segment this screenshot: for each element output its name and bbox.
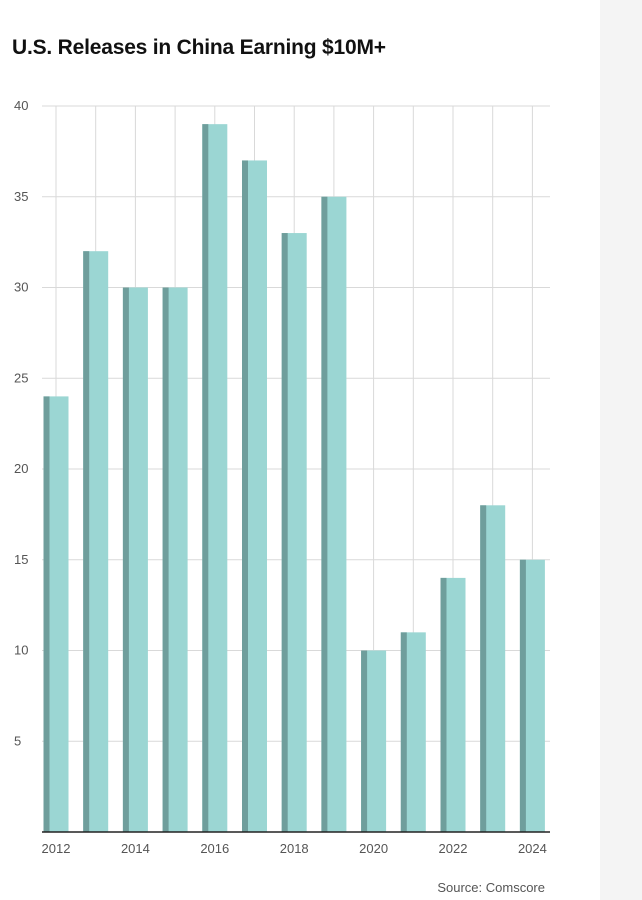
bar-2022 bbox=[440, 577, 466, 832]
bar-side bbox=[202, 124, 209, 832]
bar-2023 bbox=[480, 505, 506, 832]
bar-side bbox=[281, 233, 288, 833]
y-tick-label: 20 bbox=[14, 461, 28, 476]
x-tick-label: 2016 bbox=[200, 841, 229, 856]
bar-2015 bbox=[162, 287, 188, 832]
bar-2017 bbox=[242, 160, 267, 832]
x-tick-label: 2014 bbox=[121, 841, 150, 856]
y-tick-label: 15 bbox=[14, 552, 28, 567]
bar-2021 bbox=[400, 632, 426, 832]
chart-title: U.S. Releases in China Earning $10M+ bbox=[12, 36, 386, 59]
x-tick-label: 2018 bbox=[280, 841, 309, 856]
side-strip bbox=[600, 0, 642, 900]
source-note: Source: Comscore bbox=[437, 880, 545, 895]
y-tick-label: 5 bbox=[14, 733, 21, 748]
y-tick-label: 35 bbox=[14, 189, 28, 204]
bar-2018 bbox=[281, 233, 307, 833]
bar-side bbox=[83, 251, 90, 832]
y-tick-label: 10 bbox=[14, 643, 28, 658]
bar-2013 bbox=[83, 251, 109, 832]
bar-2024 bbox=[519, 559, 545, 832]
bar-chart: 5 10 15 20 25 30 35 40 2012 2014 2016 2018 2020 2022… bbox=[14, 98, 550, 856]
y-tick-labels: 5 10 15 20 25 30 35 40 bbox=[14, 98, 28, 748]
bar-side bbox=[162, 287, 169, 832]
bar-side bbox=[440, 577, 447, 832]
bar-side bbox=[400, 632, 407, 832]
bars-layer bbox=[43, 124, 545, 833]
bar-side bbox=[122, 287, 129, 832]
bar-side bbox=[321, 196, 328, 832]
bar-side bbox=[43, 396, 50, 832]
bar-2014 bbox=[122, 287, 148, 832]
bar-side bbox=[480, 505, 487, 832]
bar-side bbox=[242, 160, 248, 832]
x-tick-label: 2020 bbox=[359, 841, 388, 856]
bar-2016 bbox=[202, 124, 228, 832]
y-tick-label: 25 bbox=[14, 370, 28, 385]
x-tick-label: 2022 bbox=[439, 841, 468, 856]
bar-side bbox=[361, 650, 368, 832]
x-tick-label: 2024 bbox=[518, 841, 547, 856]
bar-side bbox=[519, 559, 526, 832]
y-tick-label: 40 bbox=[14, 98, 28, 113]
bar-2019 bbox=[321, 196, 347, 832]
x-tick-labels: 2012 2014 2016 2018 2020 2022 2024 bbox=[42, 841, 547, 856]
x-tick-label: 2012 bbox=[42, 841, 71, 856]
bar-2012 bbox=[43, 396, 69, 832]
y-tick-label: 30 bbox=[14, 280, 28, 295]
bar-2020 bbox=[361, 650, 387, 832]
